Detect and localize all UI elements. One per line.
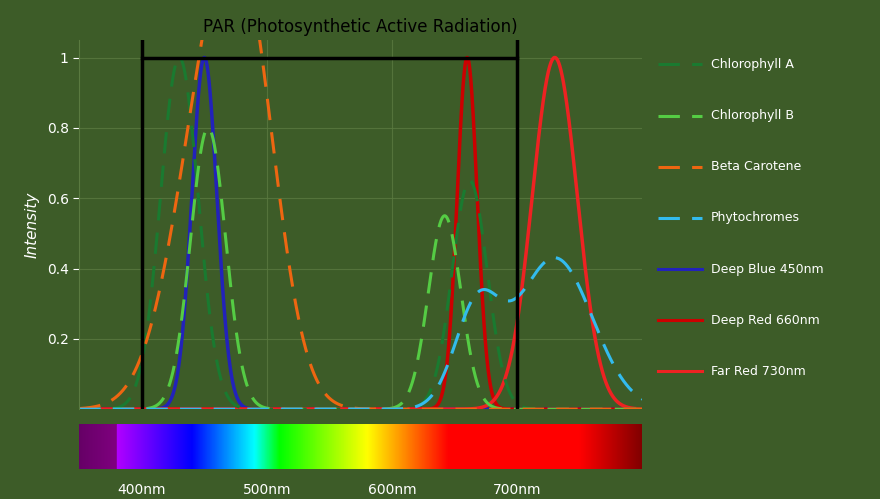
Text: Beta Carotene: Beta Carotene — [711, 160, 801, 173]
Y-axis label: Intensity: Intensity — [25, 191, 40, 258]
Text: Far Red 730nm: Far Red 730nm — [711, 365, 805, 378]
Text: 600nm: 600nm — [368, 483, 416, 497]
Text: 500nm: 500nm — [243, 483, 291, 497]
Title: PAR (Photosynthetic Active Radiation): PAR (Photosynthetic Active Radiation) — [203, 17, 518, 35]
Text: Chlorophyll A: Chlorophyll A — [711, 58, 794, 71]
Text: Chlorophyll B: Chlorophyll B — [711, 109, 794, 122]
Text: Deep Red 660nm: Deep Red 660nm — [711, 314, 819, 327]
Text: Deep Blue 450nm: Deep Blue 450nm — [711, 262, 824, 275]
Text: 700nm: 700nm — [493, 483, 541, 497]
Text: 400nm: 400nm — [118, 483, 166, 497]
Text: Phytochromes: Phytochromes — [711, 212, 800, 225]
